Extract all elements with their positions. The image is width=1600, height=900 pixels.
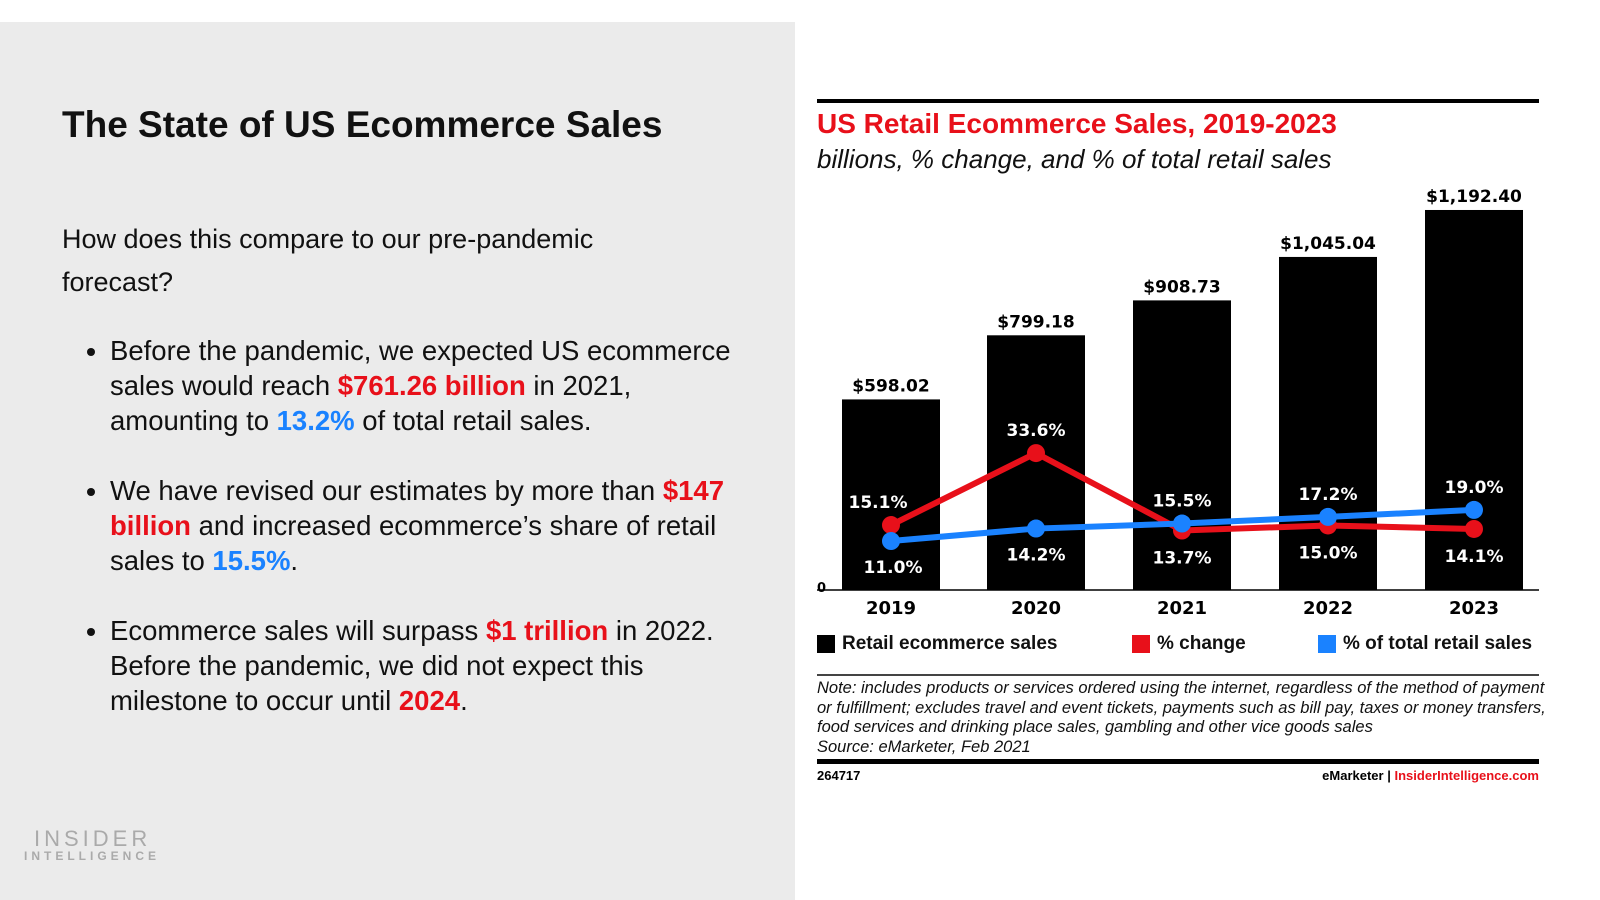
x-tick-label: 2020 [1011, 598, 1061, 619]
bullet-text: Ecommerce sales will surpass [110, 615, 486, 646]
point-2022 [1319, 507, 1337, 526]
point-2023 [1465, 519, 1483, 538]
bullet-text: . [290, 545, 299, 576]
legend-label: Retail ecommerce sales [842, 633, 1058, 654]
bullet-text: $147 billion [110, 475, 724, 541]
x-tick-label: 2022 [1303, 598, 1353, 619]
legend-swatch-blue [1318, 635, 1336, 653]
point-2020 [1027, 444, 1045, 463]
bullet-text: of total retail sales. [354, 405, 592, 436]
pct-change-label: 15.0% [1299, 543, 1358, 563]
point-2019 [882, 516, 900, 535]
bullet-text: in 2022. Before the pandemic, we did not… [110, 615, 714, 716]
brand-sep: | [1387, 768, 1391, 783]
legend-sales: Retail ecommerce sales [817, 633, 1057, 655]
bullet-text: We have revised our estimates by more th… [110, 475, 663, 506]
bullet-text: $1 trillion [485, 615, 609, 646]
x-tick-label: 2023 [1449, 598, 1499, 619]
legend-swatch-red [1132, 635, 1150, 653]
chart-title: US Retail Ecommerce Sales, 2019-2023 [817, 108, 1337, 139]
pct-change-label: 33.6% [1007, 421, 1066, 441]
x-tick-label: 2021 [1157, 598, 1207, 619]
legend-share: % of total retail sales [1318, 633, 1532, 655]
brand-link[interactable]: InsiderIntelligence.com [1394, 768, 1540, 783]
bullet-text: . [460, 685, 468, 716]
footer-rule [817, 759, 1539, 764]
bullet-text: 2024 [398, 685, 461, 716]
chart-id: 264717 [817, 768, 861, 783]
text-panel [0, 22, 795, 900]
note-text: Note: includes products or services orde… [817, 679, 1546, 736]
chart-top-rule [817, 99, 1539, 103]
pct-change-label: 15.1% [849, 493, 908, 513]
bullet-text: 13.2% [276, 405, 355, 436]
bar-value-label: $1,192.40 [1426, 187, 1522, 207]
legend-swatch-black [817, 635, 835, 653]
legend-label: % of total retail sales [1343, 633, 1533, 654]
brand-emarketer: eMarketer [1322, 768, 1384, 783]
bullet-text: and increased ecommerce’s share of retai… [110, 510, 717, 576]
bar-2022 [1279, 256, 1377, 590]
pct-change-label: 13.7% [1153, 549, 1212, 569]
bar-value-label: $1,045.04 [1280, 234, 1376, 254]
bar-value-label: $598.02 [852, 376, 929, 396]
point-2021 [1173, 514, 1191, 533]
logo-intelligence: INTELLIGENCE [24, 849, 161, 863]
point-2023 [1465, 500, 1483, 519]
bullet-item: We have revised our estimates by more th… [110, 473, 760, 578]
point-2019 [882, 532, 900, 551]
legend-change: % change [1132, 633, 1246, 655]
bullet-item: Ecommerce sales will surpass $1 trillion… [110, 613, 760, 718]
intro-text: How does this compare to our pre-pandemi… [62, 224, 594, 297]
bar-value-label: $908.73 [1143, 277, 1220, 297]
bullet-text: Before the pandemic, we expected US ecom… [110, 335, 731, 401]
note-rule [817, 674, 1539, 676]
y-tick-label: 0 [817, 581, 826, 596]
pct-change-label: 14.1% [1445, 547, 1504, 567]
pct-total-label: 17.2% [1299, 485, 1358, 505]
x-tick-label: 2019 [866, 598, 916, 619]
slide-title: The State of US Ecommerce Sales [62, 104, 663, 145]
bullet-text: in 2021, amounting to [110, 370, 632, 436]
pct-total-label: 19.0% [1445, 478, 1504, 498]
brand-footer: eMarketer | InsiderIntelligence.com [1322, 768, 1539, 783]
bullet-list: Before the pandemic, we expected US ecom… [62, 333, 760, 753]
bar-value-label: $799.18 [997, 312, 1074, 332]
bar-2021 [1133, 300, 1231, 590]
point-2020 [1027, 519, 1045, 538]
bullet-text: $761.26 billion [337, 370, 526, 401]
chart-subtitle: billions, % change, and % of total retai… [817, 144, 1332, 174]
bullet-text: 15.5% [212, 545, 291, 576]
logo-insider: INSIDER [34, 826, 152, 851]
pct-total-label: 15.5% [1153, 492, 1212, 512]
bullet-item: Before the pandemic, we expected US ecom… [110, 333, 760, 438]
legend-label: % change [1157, 633, 1246, 654]
pct-total-label: 14.2% [1007, 546, 1066, 566]
source-text: Source: eMarketer, Feb 2021 [817, 737, 1031, 756]
bar-2020 [987, 335, 1085, 590]
bar-2019 [842, 399, 940, 590]
chart-note: Note: includes products or services orde… [817, 679, 1547, 757]
pct-total-label: 11.0% [864, 558, 923, 578]
